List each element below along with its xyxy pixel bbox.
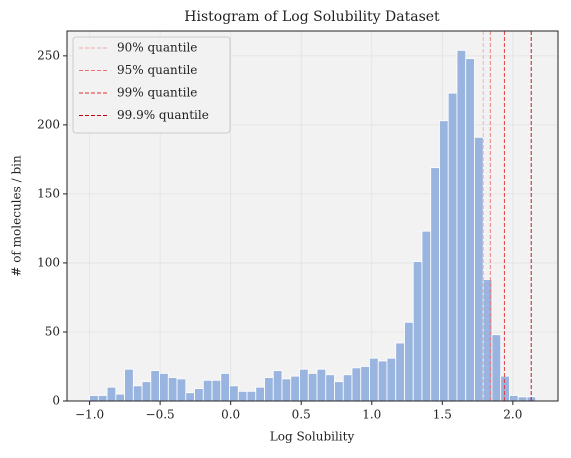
bar <box>264 377 274 402</box>
bar <box>106 386 117 402</box>
bar <box>132 385 143 402</box>
y-tick-label: 0 <box>52 394 60 408</box>
bar <box>456 49 467 402</box>
bar <box>167 377 178 402</box>
y-tick-label: 250 <box>37 48 60 62</box>
x-tick-label: 1.5 <box>433 408 452 422</box>
y-tick-label: 200 <box>37 117 60 131</box>
x-tick-label: 2.0 <box>503 408 522 422</box>
bar <box>124 368 134 402</box>
y-tick-label: 100 <box>37 255 60 269</box>
x-tick-label: −1.0 <box>75 408 104 422</box>
plot-frame <box>66 30 559 402</box>
bar <box>176 378 187 402</box>
x-tick-label: 1.0 <box>362 408 381 422</box>
bar <box>351 367 362 402</box>
x-axis-label: Log Solubility <box>270 430 355 444</box>
bar <box>141 381 152 402</box>
bar <box>220 372 230 402</box>
bar <box>272 370 283 402</box>
bar <box>386 357 397 402</box>
bar <box>307 372 318 402</box>
y-tick-label: 50 <box>45 324 60 338</box>
bar <box>360 366 370 402</box>
y-axis-label: # of molecules / bin <box>10 155 24 277</box>
bar <box>439 120 449 402</box>
bar <box>517 396 528 402</box>
bar <box>404 321 414 402</box>
bar <box>202 379 213 402</box>
legend-box <box>72 36 231 134</box>
bar <box>290 375 300 402</box>
legend-label: 95% quantile <box>117 63 197 77</box>
bar <box>421 230 432 402</box>
legend-label: 99% quantile <box>117 86 197 100</box>
bar <box>97 395 108 402</box>
chart-title: Histogram of Log Solubility Dataset <box>184 9 440 25</box>
bar <box>159 372 169 402</box>
bar <box>115 393 125 402</box>
bar <box>500 375 510 402</box>
bar <box>229 385 239 402</box>
bar <box>342 374 353 402</box>
bar <box>430 167 440 402</box>
bar <box>369 357 379 402</box>
bar <box>246 390 257 402</box>
x-tick-label: 0.5 <box>292 408 311 422</box>
bar <box>211 379 222 402</box>
legend-label: 90% quantile <box>117 41 197 55</box>
bar <box>412 261 423 402</box>
bar <box>299 368 309 402</box>
bar <box>316 368 327 402</box>
bar <box>185 392 195 402</box>
bar <box>447 92 458 402</box>
bar <box>509 395 519 402</box>
legend-label: 99.9% quantile <box>117 108 209 122</box>
bar <box>237 390 248 402</box>
bar <box>334 381 344 402</box>
bar <box>150 370 160 402</box>
bar <box>194 388 204 402</box>
bar <box>325 374 335 402</box>
bar <box>395 342 405 402</box>
x-tick-label: 0.0 <box>221 408 240 422</box>
bar <box>377 360 388 402</box>
bar <box>281 378 292 402</box>
bar <box>474 136 484 402</box>
bar <box>255 386 265 402</box>
x-tick-label: −0.5 <box>146 408 175 422</box>
bar <box>89 395 99 402</box>
y-tick-label: 150 <box>37 186 60 200</box>
bar <box>491 334 502 402</box>
bar <box>465 58 475 402</box>
